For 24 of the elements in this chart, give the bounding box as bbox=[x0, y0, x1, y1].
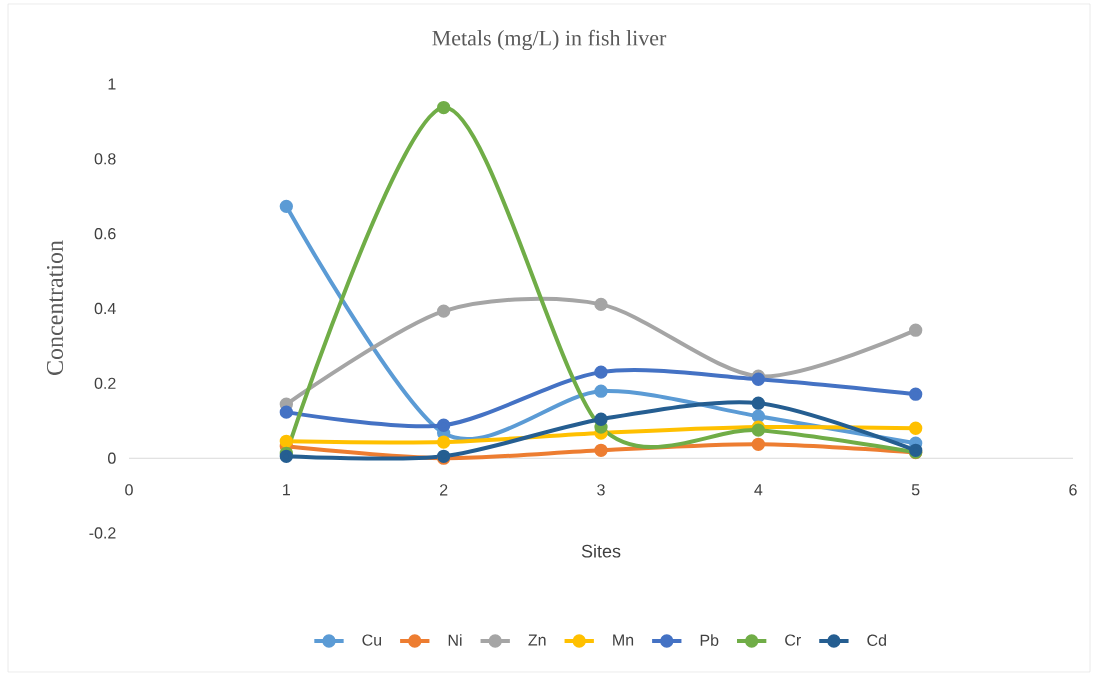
x-tick-label: 5 bbox=[911, 484, 920, 496]
legend-label: Cd bbox=[867, 634, 886, 646]
chart-title: Metals (mg/L) in fish liver bbox=[432, 29, 667, 51]
legend-label: Cr bbox=[785, 634, 801, 646]
legend-label: Mn bbox=[613, 634, 634, 646]
legend-label: Pb bbox=[700, 634, 719, 646]
x-tick-label: 2 bbox=[440, 484, 448, 496]
y-axis-title: Concentration bbox=[46, 240, 64, 375]
x-tick-label: 6 bbox=[1069, 484, 1077, 496]
legend-label: Zn bbox=[528, 634, 546, 646]
y-tick-label: 1 bbox=[108, 78, 116, 90]
y-tick-label: 0.8 bbox=[94, 153, 116, 165]
x-tick-label: 0 bbox=[125, 484, 133, 496]
x-tick-label: 4 bbox=[754, 484, 763, 496]
legend-label: Ni bbox=[448, 634, 462, 646]
y-tick-label: 0.4 bbox=[94, 302, 116, 315]
x-tick-label: 1 bbox=[283, 484, 290, 496]
y-tick-label: 0.2 bbox=[94, 377, 116, 389]
y-tick-label: 0.6 bbox=[94, 228, 116, 240]
x-axis-title: Sites bbox=[581, 544, 621, 558]
x-tick-label: 3 bbox=[597, 484, 605, 496]
y-tick-label: -0.2 bbox=[89, 527, 116, 539]
y-tick-label: 0 bbox=[108, 452, 116, 464]
legend-label: Cu bbox=[362, 634, 382, 646]
